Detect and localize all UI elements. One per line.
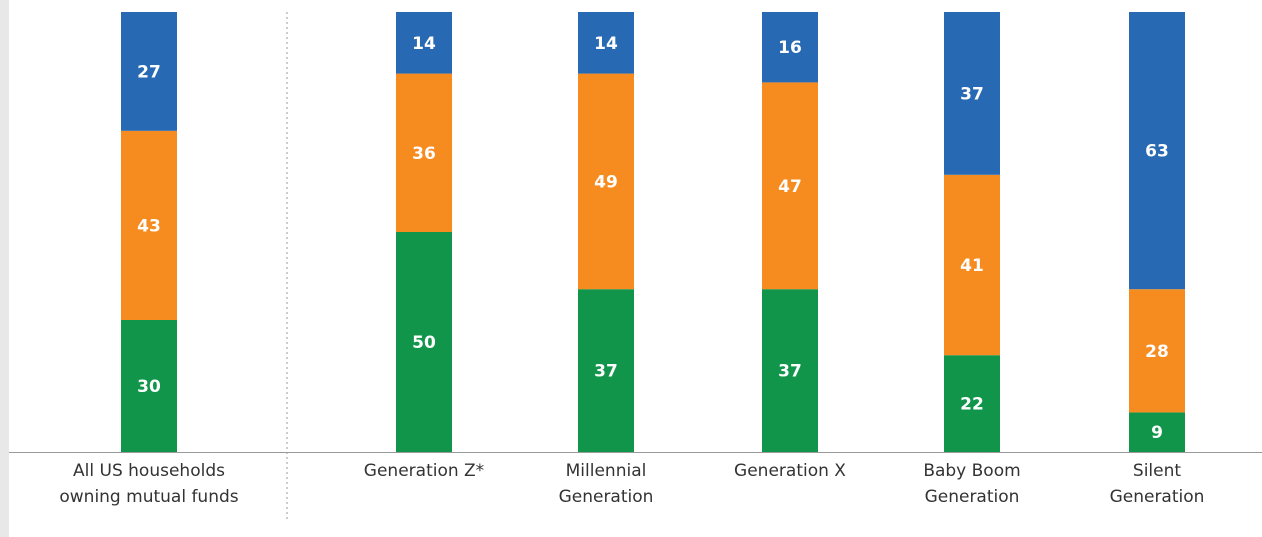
- category-label-5-line-0: Silent: [1133, 461, 1181, 481]
- category-label-0-line-0: All US households: [73, 461, 225, 481]
- bar-segment-top-5: [1129, 12, 1185, 290]
- bar-segment-middle-4: [944, 174, 1000, 356]
- bar-segment-top-2: [578, 12, 634, 74]
- category-label-2-line-0: Millennial: [566, 461, 647, 481]
- data-label-segment-middle-0: 43: [137, 216, 161, 236]
- category-label-4-line-1: Generation: [925, 487, 1020, 507]
- data-label-segment-top-0: 27: [137, 62, 161, 82]
- bar-segment-top-4: [944, 12, 1000, 175]
- data-label-segment-middle-2: 49: [594, 172, 618, 192]
- bar-segment-middle-0: [121, 130, 177, 320]
- data-label-segment-bottom-0: 30: [137, 377, 161, 397]
- category-label-2-line-1: Generation: [559, 487, 654, 507]
- data-label-segment-top-2: 14: [594, 34, 618, 54]
- category-label-5-line-1: Generation: [1110, 487, 1205, 507]
- bar-segment-top-3: [762, 12, 818, 83]
- data-label-segment-bottom-4: 22: [960, 395, 984, 415]
- data-label-segment-middle-5: 28: [1145, 342, 1169, 362]
- bar-segment-bottom-1: [396, 232, 452, 452]
- bar-segment-top-0: [121, 12, 177, 131]
- category-label-1-line-0: Generation Z*: [364, 461, 484, 481]
- data-label-segment-top-4: 37: [960, 84, 984, 104]
- data-label-segment-top-1: 14: [412, 34, 436, 54]
- data-label-segment-middle-4: 41: [960, 256, 984, 276]
- data-label-segment-bottom-1: 50: [412, 333, 436, 353]
- bar-segment-bottom-3: [762, 289, 818, 452]
- bar-segment-bottom-5: [1129, 412, 1185, 452]
- left-border-strip: [0, 0, 9, 537]
- bar-segment-bottom-4: [944, 355, 1000, 452]
- data-label-segment-middle-3: 47: [778, 177, 802, 197]
- data-label-segment-middle-1: 36: [412, 144, 436, 164]
- bar-segment-bottom-2: [578, 289, 634, 452]
- data-label-segment-bottom-2: 37: [594, 362, 618, 382]
- bar-segment-middle-3: [762, 82, 818, 290]
- bar-segment-top-1: [396, 12, 452, 74]
- category-label-0-line-1: owning mutual funds: [59, 487, 238, 507]
- bar-segment-bottom-0: [121, 320, 177, 452]
- data-label-segment-top-5: 63: [1145, 142, 1169, 162]
- bar-segment-middle-5: [1129, 289, 1185, 413]
- bar-segment-middle-1: [396, 73, 452, 232]
- data-label-segment-top-3: 16: [778, 38, 802, 58]
- data-label-segment-bottom-5: 9: [1151, 423, 1163, 443]
- category-label-3-line-0: Generation X: [734, 461, 846, 481]
- data-label-segment-bottom-3: 37: [778, 362, 802, 382]
- bar-segment-middle-2: [578, 73, 634, 290]
- category-label-4-line-0: Baby Boom: [923, 461, 1020, 481]
